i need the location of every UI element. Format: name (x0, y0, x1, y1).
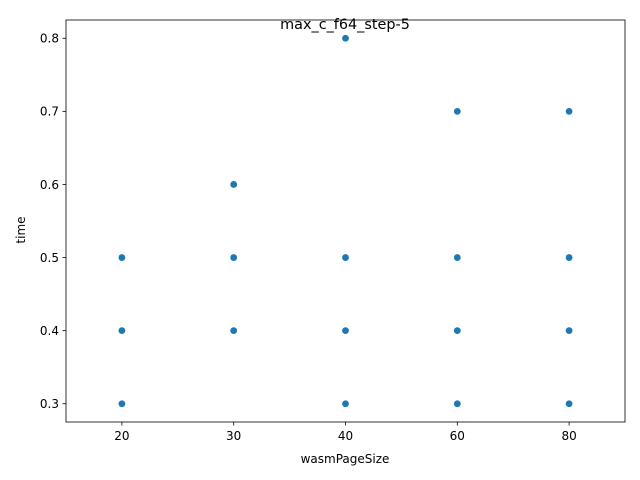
data-point (453, 400, 461, 408)
data-point (453, 254, 461, 261)
x-tick-label: 60 (450, 429, 465, 443)
data-point (118, 254, 126, 261)
y-axis-label: time (14, 216, 28, 243)
x-axis-label: wasmPageSize (301, 452, 390, 466)
y-axis-ticks: 0.3 0.4 0.5 0.6 0.7 0.8 (40, 32, 66, 411)
data-point (230, 254, 238, 261)
data-point (565, 327, 573, 335)
chart-title: max_c_f64_step-5 (280, 17, 410, 33)
x-tick-label: 30 (226, 429, 241, 443)
data-point (342, 400, 349, 408)
data-point (342, 254, 349, 261)
data-point (230, 327, 238, 335)
data-points (118, 34, 573, 408)
data-point (453, 327, 461, 335)
data-point (342, 327, 349, 335)
y-tick-label: 0.8 (40, 32, 59, 46)
data-point (565, 107, 573, 115)
y-tick-label: 0.5 (40, 251, 59, 265)
y-tick-label: 0.6 (40, 178, 59, 192)
data-point (565, 254, 573, 261)
x-tick-label: 20 (114, 429, 129, 443)
data-point (118, 327, 126, 335)
x-tick-label: 40 (338, 429, 353, 443)
data-point (342, 34, 349, 42)
x-tick-label: 80 (561, 429, 576, 443)
data-point (565, 400, 573, 408)
x-axis-ticks: 20 30 40 60 80 (114, 422, 577, 443)
data-point (453, 107, 461, 115)
y-tick-label: 0.3 (40, 397, 59, 411)
y-tick-label: 0.4 (40, 324, 59, 338)
data-point (230, 181, 238, 188)
data-point (118, 400, 126, 408)
y-tick-label: 0.7 (40, 105, 59, 119)
plot-frame (65, 19, 626, 423)
